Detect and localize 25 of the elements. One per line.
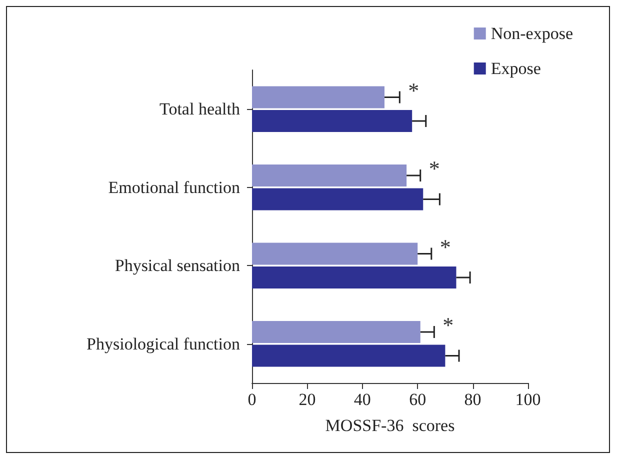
x-tick-label: 100	[515, 390, 541, 409]
bar	[252, 164, 407, 186]
bar	[252, 242, 418, 265]
x-tick-label: 40	[354, 390, 371, 409]
legend-label: Non-expose	[490, 24, 574, 43]
annotation: *	[408, 78, 420, 103]
x-axis-title: MOSSF-36 scores	[325, 416, 455, 435]
bar	[252, 86, 384, 108]
bar	[252, 188, 424, 210]
annotation: *	[442, 312, 454, 338]
x-tick-label: 80	[464, 390, 482, 409]
bar	[252, 110, 412, 132]
bar	[252, 266, 456, 289]
x-tick-label: 0	[248, 390, 256, 409]
y-tick-label: Total health	[160, 100, 240, 119]
y-tick-label: Physical sensation	[114, 256, 240, 276]
bar	[252, 344, 446, 367]
legend-label: Expose	[490, 59, 541, 78]
annotation: *	[440, 234, 451, 260]
y-tick-label: Physiological function	[86, 334, 240, 354]
annotation: *	[428, 156, 440, 182]
y-tick-label: Emotional function	[108, 178, 240, 197]
x-tick-label: 20	[298, 390, 316, 409]
bar	[252, 320, 420, 343]
x-tick-label: 60	[409, 390, 426, 409]
